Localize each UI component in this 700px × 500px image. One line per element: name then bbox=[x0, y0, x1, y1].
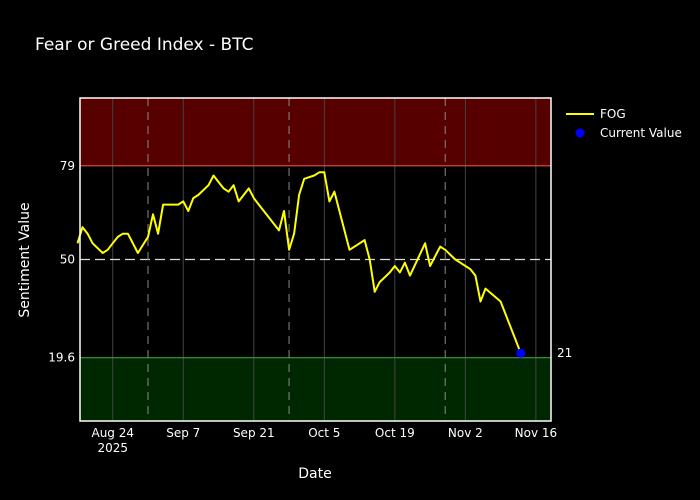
x-tick-label: Oct 5 bbox=[308, 426, 340, 440]
chart-title: Fear or Greed Index - BTC bbox=[35, 35, 253, 55]
current-value-label: 21 bbox=[557, 346, 572, 360]
y-tick-label: 19.6 bbox=[48, 351, 75, 365]
y-axis-title: Sentiment Value bbox=[17, 202, 33, 317]
x-axis-title: Date bbox=[298, 466, 331, 482]
x-tick-label: Oct 19 bbox=[375, 426, 415, 440]
plot-border bbox=[79, 97, 552, 422]
legend-fog-label: FOG bbox=[600, 107, 626, 121]
fear-zone bbox=[80, 357, 551, 421]
x-tick-label: Nov 16 bbox=[515, 426, 558, 440]
legend-current-value-label: Current Value bbox=[600, 126, 682, 140]
x-tick-sublabel: 2025 bbox=[97, 441, 128, 455]
legend: FOG Current Value bbox=[566, 107, 682, 140]
fog-series-line bbox=[76, 171, 522, 354]
x-tick-label: Aug 24 bbox=[91, 426, 134, 440]
x-tick-label: Sep 21 bbox=[233, 426, 275, 440]
y-tick-label: 50 bbox=[60, 253, 75, 267]
y-tick-label: 79 bbox=[60, 159, 75, 173]
current-value-marker bbox=[516, 348, 526, 358]
x-tick-label: Nov 2 bbox=[448, 426, 483, 440]
greed-zone bbox=[80, 98, 551, 166]
x-tick-label: Sep 7 bbox=[166, 426, 200, 440]
legend-current-value-swatch bbox=[575, 128, 585, 138]
